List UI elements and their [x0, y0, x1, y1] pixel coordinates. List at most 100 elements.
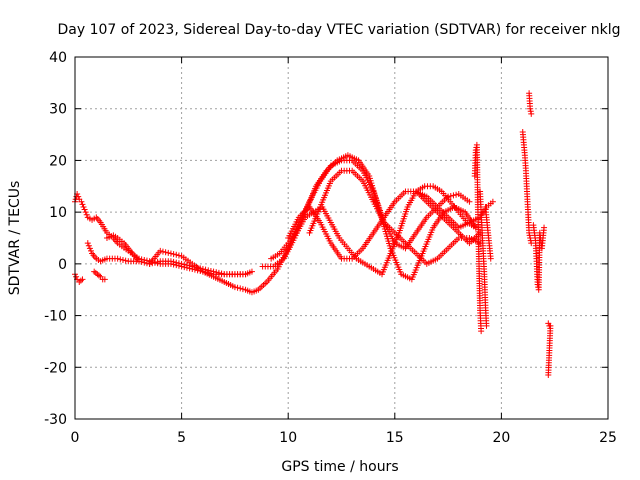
data-point: [75, 193, 82, 200]
series-track-13: [477, 188, 490, 329]
data-point: [450, 192, 457, 199]
data-point: [487, 255, 494, 262]
y-tick-label: -30: [44, 412, 67, 428]
data-point: [135, 258, 142, 265]
data-point: [483, 322, 490, 329]
data-point: [447, 192, 454, 199]
data-point: [526, 229, 533, 236]
data-point: [175, 260, 182, 267]
series-track-11: [413, 188, 496, 231]
series-track-15: [519, 128, 535, 247]
y-tick-label: 0: [58, 257, 67, 273]
series-track-1: [72, 191, 255, 278]
data-point: [77, 277, 84, 284]
data-point: [86, 245, 93, 252]
series-track-16: [526, 90, 535, 117]
data-points: [72, 90, 554, 379]
data-point: [183, 262, 190, 269]
data-point: [79, 276, 86, 283]
data-point: [528, 110, 535, 117]
data-point: [237, 285, 244, 292]
data-point: [170, 251, 177, 258]
data-point: [84, 240, 91, 247]
data-point: [122, 257, 129, 264]
data-point: [138, 258, 145, 265]
series-track-4: [91, 268, 108, 283]
y-tick-label: 10: [49, 205, 67, 221]
axis-ticks: 0 5 10 15 20 25 -30 -20 -10 0 10 20 30 40: [44, 50, 617, 446]
data-point: [117, 256, 124, 263]
data-point: [545, 372, 552, 379]
data-point: [527, 108, 534, 115]
y-tick-label: 40: [49, 50, 67, 66]
chart-title: Day 107 of 2023, Sidereal Day-to-day VTE…: [58, 22, 621, 38]
series-track-2: [84, 240, 249, 278]
data-point: [194, 264, 201, 271]
series-track-6: [146, 157, 473, 296]
data-point: [466, 198, 473, 205]
data-point: [162, 249, 169, 256]
data-point: [165, 249, 172, 256]
data-point: [119, 256, 126, 263]
series-track-5: [103, 232, 142, 265]
data-point: [157, 247, 164, 254]
data-point: [154, 258, 161, 265]
data-point: [114, 255, 121, 262]
data-point: [215, 269, 222, 276]
data-point: [526, 232, 533, 239]
series-track-18: [545, 320, 554, 379]
data-point: [78, 198, 85, 205]
data-point: [181, 261, 188, 268]
data-point: [175, 252, 182, 259]
data-point: [453, 191, 460, 198]
data-point: [527, 105, 534, 112]
data-point: [234, 284, 241, 291]
data-point: [218, 270, 225, 277]
data-point: [213, 269, 220, 276]
series-track-3: [72, 271, 86, 285]
data-point: [239, 286, 246, 293]
x-tick-label: 0: [71, 430, 80, 446]
series-track-14: [482, 203, 494, 262]
data-point: [167, 258, 174, 265]
data-point: [143, 260, 150, 267]
data-point: [80, 203, 87, 210]
data-point: [173, 251, 180, 258]
plot-frame: [74, 56, 609, 420]
data-point: [248, 268, 255, 275]
x-tick-label: 15: [386, 430, 404, 446]
data-point: [205, 267, 212, 274]
y-axis-label: SDTVAR / TECUs: [7, 181, 23, 296]
data-point: [489, 198, 496, 205]
data-point: [81, 206, 88, 213]
data-point: [541, 224, 548, 231]
y-tick-label: -10: [44, 309, 67, 325]
x-tick-label: 20: [492, 430, 510, 446]
series-track-17: [530, 222, 548, 293]
data-point: [87, 247, 94, 254]
data-point: [73, 273, 80, 280]
y-tick-label: 30: [49, 102, 67, 118]
x-tick-label: 25: [599, 430, 617, 446]
data-point: [207, 267, 214, 274]
data-point: [85, 242, 92, 249]
x-tick-label: 10: [279, 430, 297, 446]
y-tick-label: -20: [44, 360, 67, 376]
data-point: [141, 259, 148, 266]
data-point: [170, 258, 177, 265]
data-point: [178, 260, 185, 267]
data-point: [478, 328, 485, 335]
data-point: [231, 284, 238, 291]
data-point: [159, 248, 166, 255]
data-point: [242, 271, 249, 278]
data-point: [210, 268, 217, 275]
x-axis-label: GPS time / hours: [281, 459, 398, 475]
data-point: [82, 209, 89, 216]
y-tick-label: 20: [49, 153, 67, 169]
data-point: [79, 201, 86, 208]
data-point: [173, 259, 180, 266]
data-point: [101, 276, 108, 283]
data-point: [83, 211, 90, 218]
